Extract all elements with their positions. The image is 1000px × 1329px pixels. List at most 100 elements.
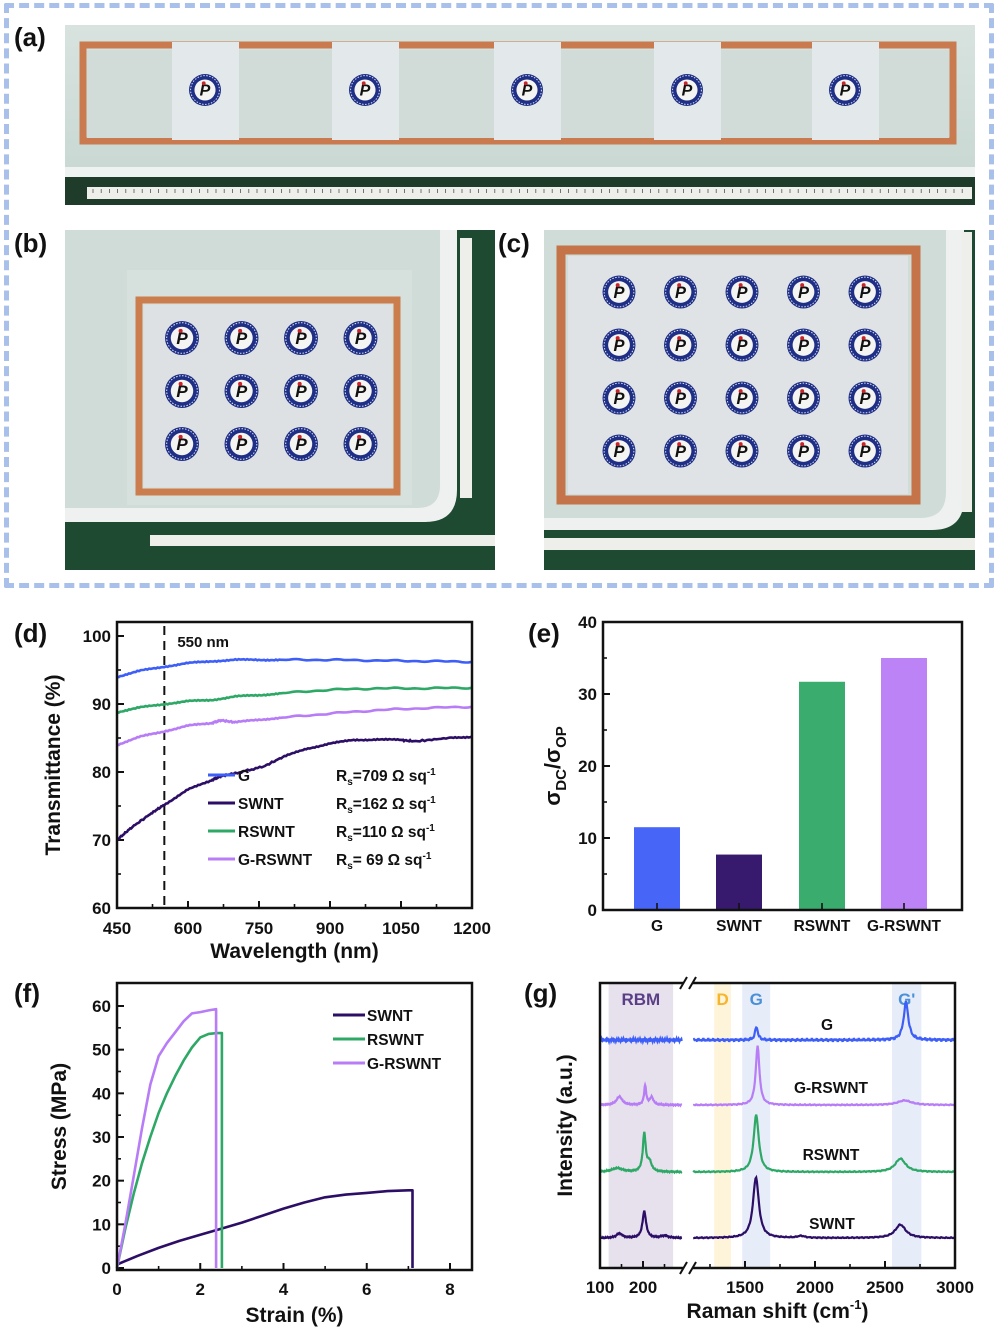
chart-d-ylabel: Transmittance (%) — [42, 675, 65, 856]
svg-text:P: P — [236, 382, 248, 401]
x-tick-label: 8 — [445, 1280, 454, 1299]
ruler-a — [87, 187, 972, 199]
raman-spectrum-g — [692, 1000, 956, 1043]
logo-sample: P — [829, 74, 861, 106]
logo-sample: P — [787, 328, 820, 362]
chart-f-frame — [115, 981, 474, 1272]
logo-grid-b: P P P P P P P P P P P P — [165, 321, 378, 461]
legend-label-swnt: SWNT — [367, 1008, 413, 1025]
panel-label-e: (e) — [528, 618, 560, 648]
x-tick-label: 6 — [362, 1280, 371, 1299]
y-tick-label: 10 — [578, 829, 597, 848]
svg-text:P: P — [613, 284, 625, 302]
logo-sample: P — [343, 374, 378, 408]
band-rbm — [608, 983, 674, 1268]
chart-f-ylabel: Stress (MPa) — [48, 1063, 71, 1190]
legend-sheet-resistance: Rs=110 Ω sq-1 — [336, 823, 435, 844]
svg-text:P: P — [176, 382, 188, 401]
logo-sample: P — [224, 427, 259, 461]
svg-text:P: P — [295, 329, 307, 348]
svg-text:P: P — [360, 83, 371, 100]
chart-g-ylabel: Intensity (a.u.) — [554, 1054, 577, 1196]
svg-text:P: P — [613, 443, 625, 461]
y-tick-label: 40 — [578, 613, 597, 632]
legend-label-g-rswnt: G-RSWNT — [367, 1056, 442, 1073]
series-line-g — [116, 657, 473, 679]
svg-text:P: P — [355, 329, 367, 348]
chart-g-xlabel: Raman shift (cm-1) — [687, 1297, 869, 1323]
panel-label-a: (a) — [14, 22, 46, 52]
y-tick-label: 50 — [92, 1041, 111, 1060]
copper-tape-frame-b — [135, 296, 401, 496]
raman-rbm-g-rswnt — [599, 1081, 683, 1108]
svg-text:P: P — [236, 329, 248, 348]
svg-text:P: P — [859, 443, 871, 461]
series-line-g-rswnt — [115, 1007, 218, 1269]
svg-text:P: P — [675, 443, 687, 461]
panel-label-d: (d) — [14, 618, 48, 648]
svg-text:P: P — [859, 390, 871, 408]
y-tick-label: 60 — [92, 899, 111, 918]
logo-sample: P — [284, 374, 318, 408]
logo-sample: P — [189, 74, 221, 106]
legend-label-g-rswnt: G-RSWNT — [238, 852, 313, 869]
svg-text:P: P — [176, 435, 188, 454]
x-tick-label: 450 — [103, 919, 131, 938]
svg-text:P: P — [295, 435, 307, 454]
chart-g-frame — [598, 981, 957, 1270]
chart-e-frame — [601, 620, 964, 912]
x-tick-label: G — [651, 918, 663, 935]
panel-label-g: (g) — [524, 978, 558, 1008]
svg-text:P: P — [355, 435, 367, 454]
x-tick-label: 900 — [316, 919, 344, 938]
logo-sample: P — [224, 321, 259, 355]
band-g — [742, 983, 771, 1268]
raman-rbm-swnt — [599, 1210, 683, 1240]
svg-text:P: P — [675, 390, 687, 408]
logo-sample: P — [848, 381, 882, 415]
svg-text:P: P — [613, 390, 625, 408]
svg-text:P: P — [859, 284, 871, 302]
logo-sample: P — [284, 321, 318, 355]
axis-break-mark — [688, 976, 697, 990]
x-tick-label: 2 — [196, 1280, 205, 1299]
svg-text:P: P — [736, 390, 748, 408]
svg-text:P: P — [675, 337, 687, 355]
chart-d-frame — [115, 620, 474, 910]
logo-sample: P — [224, 374, 259, 408]
ruler-c-vertical — [962, 232, 972, 512]
raman-rbm-g — [599, 1034, 683, 1046]
x-tick-label: 3000 — [936, 1278, 974, 1297]
y-tick-label: 90 — [92, 695, 111, 714]
axis-break-gap — [683, 985, 693, 1266]
axis-break-mark — [679, 1261, 688, 1275]
svg-text:P: P — [798, 284, 810, 302]
x-tick-label: 600 — [174, 919, 202, 938]
y-tick-label: 70 — [92, 831, 111, 850]
x-tick-label: 2500 — [866, 1278, 904, 1297]
band-label: G' — [898, 990, 915, 1009]
logo-sample: P — [787, 381, 820, 415]
x-tick-label: 0 — [112, 1280, 121, 1299]
legend-label-rswnt: RSWNT — [367, 1032, 424, 1049]
spectrum-label-g-rswnt: G-RSWNT — [794, 1080, 869, 1097]
y-tick-label: 0 — [588, 901, 597, 920]
axis-break-cover — [683, 980, 693, 986]
logo-sample: P — [602, 328, 636, 362]
logo-sample: P — [725, 275, 759, 309]
ruler-b-horizontal — [150, 535, 495, 546]
logo-sample: P — [602, 381, 636, 415]
raman-spectrum-rswnt — [692, 1114, 956, 1174]
logo-sample: P — [664, 381, 697, 415]
logo-sample: P — [671, 74, 703, 106]
spectrum-label-swnt: SWNT — [809, 1216, 855, 1233]
y-tick-label: 0 — [102, 1259, 111, 1278]
ruler-c-horizontal — [544, 538, 975, 550]
series-line-rswnt — [115, 1031, 224, 1269]
axis-break-cover — [683, 1265, 693, 1271]
bar-rswnt — [799, 681, 845, 910]
svg-text:P: P — [840, 83, 851, 100]
x-tick-label: 1200 — [453, 919, 491, 938]
